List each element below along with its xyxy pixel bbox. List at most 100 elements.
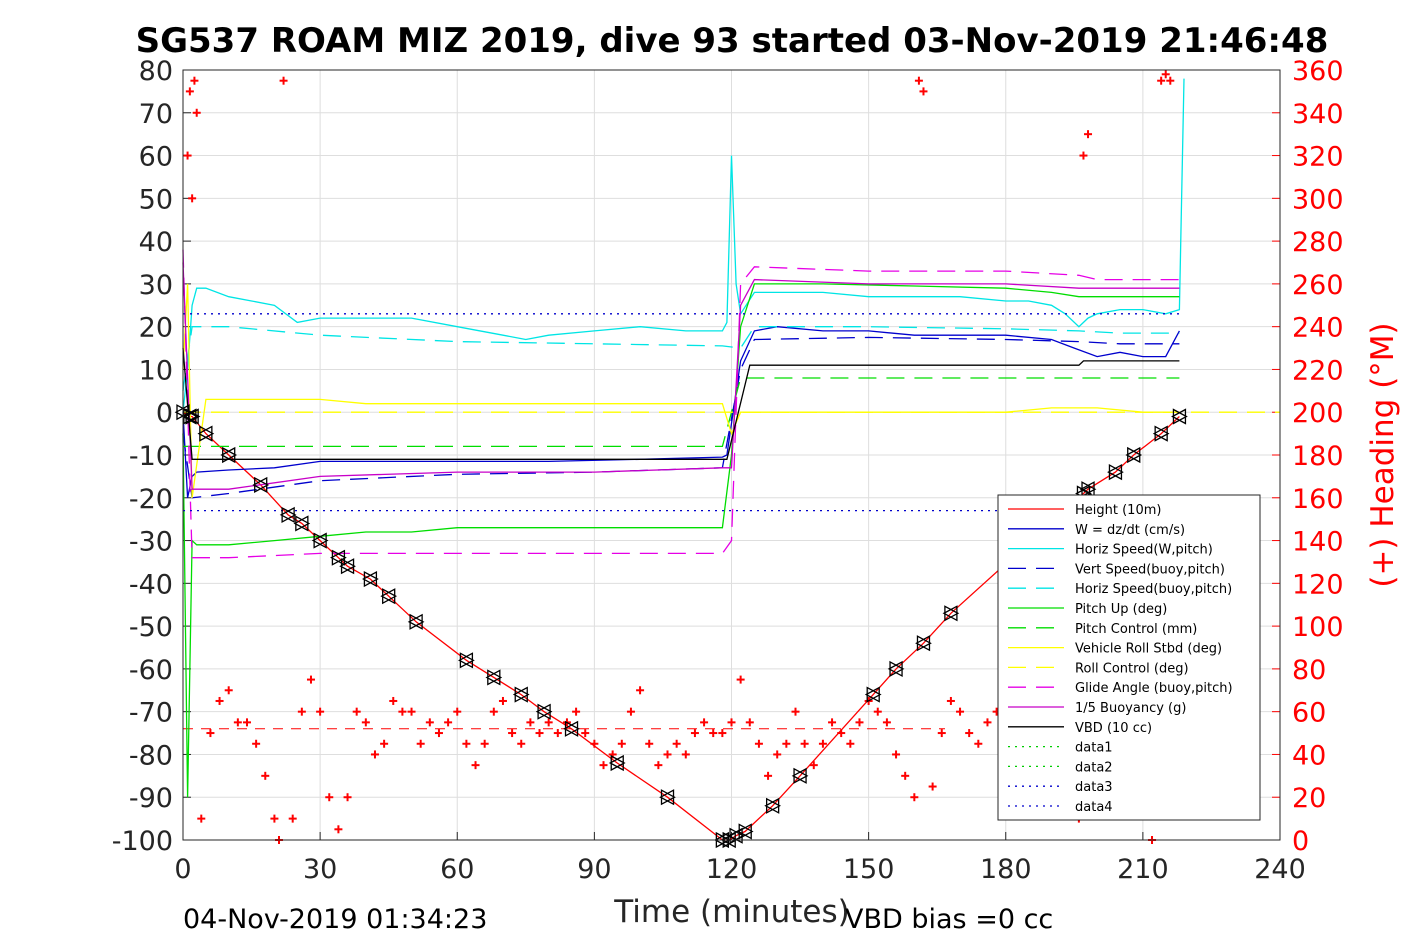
heading-marker [398, 707, 407, 716]
heading-marker [185, 87, 194, 96]
y-tick-label: -30 [129, 527, 173, 558]
height-marker [1107, 464, 1124, 481]
height-marker [311, 532, 329, 549]
heading-marker [434, 729, 443, 738]
legend-label: 1/5 Buoyancy (g) [1075, 701, 1186, 716]
heading-marker [380, 739, 389, 748]
y-right-tick-label: 180 [1292, 441, 1344, 472]
heading-marker [508, 729, 517, 738]
heading-marker [791, 707, 800, 716]
heading-marker [197, 814, 206, 823]
y-tick-label: 80 [139, 56, 173, 87]
height-marker [1079, 481, 1097, 498]
y-tick-label: -90 [129, 783, 173, 814]
heading-marker [489, 707, 498, 716]
y-tick-label: 10 [139, 355, 173, 386]
legend-entry: Pitch Up (deg) [1008, 602, 1167, 617]
height-marker [535, 703, 553, 720]
series-line-vert_buoy [182, 336, 1180, 499]
heading-marker [416, 739, 425, 748]
height-marker [791, 767, 809, 784]
heading-marker [626, 707, 635, 716]
legend-entry: Horiz Speed(buoy,pitch) [1008, 582, 1232, 597]
heading-marker [444, 718, 453, 727]
y-right-tick-label: 220 [1292, 355, 1344, 386]
y-right-tick-label: 240 [1292, 313, 1344, 344]
height-marker [512, 686, 530, 703]
heading-marker [946, 696, 955, 705]
legend-label: data1 [1075, 741, 1113, 756]
series-line-vbd [182, 348, 1180, 460]
heading-marker [526, 718, 535, 727]
heading-marker [425, 718, 434, 727]
y-tick-label: -20 [129, 484, 173, 515]
y-right-tick-label: 320 [1292, 142, 1344, 173]
heading-marker [709, 729, 718, 738]
heading-marker [224, 686, 233, 695]
x-tick-label: 210 [1117, 854, 1169, 885]
heading-marker [654, 761, 663, 770]
legend-entry: Vehicle Roll Stbd (deg) [1008, 642, 1222, 657]
plot-frame [182, 69, 1281, 841]
heading-marker [672, 739, 681, 748]
legend-label: Roll Control (deg) [1075, 661, 1189, 676]
heading-marker [873, 707, 882, 716]
height-marker [608, 754, 626, 772]
heading-marker [892, 750, 901, 759]
legend-entry: data3 [1008, 780, 1113, 795]
height-marker [197, 425, 215, 442]
height-marker [1152, 425, 1170, 442]
heading-marker [663, 750, 672, 759]
heading-marker [544, 718, 553, 727]
y-right-tick-label: 200 [1292, 398, 1344, 429]
legend-entry: data2 [1008, 760, 1113, 775]
heading-marker [279, 76, 288, 85]
legend-entry: Glide Angle (buoy,pitch) [1008, 681, 1233, 696]
heading-marker [192, 108, 201, 117]
y-tick-label: -40 [129, 569, 173, 600]
heading-marker [956, 707, 965, 716]
heading-marker [718, 729, 727, 738]
y-right-tick-label: 0 [1292, 826, 1309, 857]
heading-marker [1084, 130, 1093, 139]
heading-marker [617, 739, 626, 748]
footer-timestamp: 04-Nov-2019 01:34:23 [183, 904, 487, 935]
y-right-tick-label: 280 [1292, 227, 1344, 258]
heading-marker [828, 718, 837, 727]
heading-marker [215, 696, 224, 705]
legend-label: Vert Speed(buoy,pitch) [1075, 562, 1225, 577]
heading-marker [297, 707, 306, 716]
heading-marker [462, 739, 471, 748]
heading-marker [745, 718, 754, 727]
height-marker [252, 476, 270, 494]
heading-marker [645, 739, 654, 748]
legend-label: Height (10m) [1075, 503, 1161, 518]
x-tick-label: 30 [303, 854, 337, 885]
legend-entry: Height (10m) [1008, 503, 1161, 518]
heading-marker [1157, 76, 1166, 85]
y-tick-labels: 80 70 60 50 40 30 20 10 0 -10 -20 -30 -40 -50 -60 -70 -8… [112, 56, 173, 857]
heading-marker [270, 814, 279, 823]
heading-marker [599, 761, 608, 770]
height-marker [458, 652, 475, 669]
heading-marker [190, 76, 199, 85]
heading-marker [407, 707, 416, 716]
height-marker [563, 720, 580, 737]
legend-entry: data4 [1008, 800, 1113, 815]
legend-label: VBD (10 cc) [1075, 721, 1152, 736]
heading-marker [965, 729, 974, 738]
legend-entry: Horiz Speed(W,pitch) [1008, 543, 1213, 558]
heading-marker [343, 793, 352, 802]
heading-marker [480, 739, 489, 748]
heading-marker [855, 718, 864, 727]
heading-marker [361, 718, 370, 727]
heading-marker [389, 696, 398, 705]
chart-title: SG537 ROAM MIZ 2019, dive 93 started 03-… [136, 21, 1329, 61]
heading-marker [983, 718, 992, 727]
heading-marker [471, 761, 480, 770]
legend-label: data4 [1075, 800, 1113, 815]
heading-marker [325, 793, 334, 802]
heading-marker [188, 194, 197, 203]
y-tick-label: 60 [139, 142, 173, 173]
heading-marker [233, 718, 242, 727]
